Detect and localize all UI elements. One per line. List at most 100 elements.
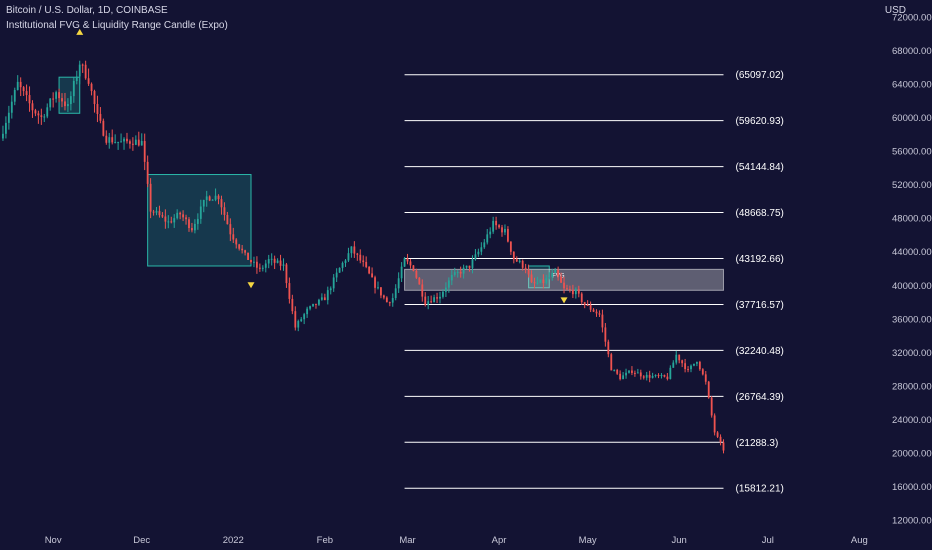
candle-body xyxy=(43,116,46,118)
candle-body xyxy=(52,98,55,100)
candle-body xyxy=(610,354,613,371)
candle-body xyxy=(4,122,7,134)
candle-body xyxy=(447,280,450,288)
candle-body xyxy=(123,138,125,142)
candle-body xyxy=(471,259,474,268)
candle-body xyxy=(687,369,689,371)
candle-body xyxy=(492,220,495,232)
candle-body xyxy=(477,251,480,255)
candle-body xyxy=(713,415,716,433)
range-level-label: (15812.21) xyxy=(735,484,783,495)
candle-body xyxy=(173,218,176,223)
candle-body xyxy=(69,96,72,105)
y-tick-label: 60000.00 xyxy=(892,113,932,124)
range-level-label: (48668.75) xyxy=(735,208,783,219)
candle-body xyxy=(521,260,524,268)
candle-body xyxy=(46,107,49,117)
candle-body xyxy=(137,139,140,146)
y-tick-label: 16000.00 xyxy=(892,482,932,493)
candle-body xyxy=(13,89,16,102)
candle-body xyxy=(415,270,418,278)
candle-body xyxy=(648,374,651,378)
candle-body xyxy=(554,269,557,274)
candle-body xyxy=(675,354,678,363)
candle-body xyxy=(533,282,536,284)
candle-body xyxy=(660,375,663,377)
candle-body xyxy=(430,301,433,303)
x-tick-label: Nov xyxy=(45,535,62,546)
candle-body xyxy=(28,95,31,104)
candle-body xyxy=(270,258,273,260)
candle-body xyxy=(527,269,530,275)
candle-body xyxy=(480,247,483,252)
candle-body xyxy=(368,266,371,274)
candle-body xyxy=(179,212,182,215)
candle-body xyxy=(424,296,427,305)
candle-body xyxy=(312,303,314,307)
y-tick-label: 72000.00 xyxy=(892,12,932,23)
candle-body xyxy=(332,277,335,289)
candle-body xyxy=(515,259,518,262)
candle-body xyxy=(37,113,40,116)
candle-body xyxy=(391,298,394,303)
candle-body xyxy=(684,363,687,370)
y-tick-label: 68000.00 xyxy=(892,46,932,57)
candle-body xyxy=(382,295,385,298)
currency-label: USD xyxy=(884,5,906,16)
candle-body xyxy=(288,283,291,299)
signal-down-triangle-icon xyxy=(247,282,255,289)
candle-body xyxy=(111,137,114,143)
candle-body xyxy=(654,375,657,377)
candle-body xyxy=(149,183,152,212)
candle-body xyxy=(335,272,338,278)
candle-body xyxy=(117,141,120,143)
candle-body xyxy=(214,195,217,200)
candle-body xyxy=(67,104,69,107)
candle-body xyxy=(255,261,258,268)
candle-body xyxy=(344,260,347,263)
candle-body xyxy=(129,141,131,144)
candle-body xyxy=(704,374,707,382)
candle-body xyxy=(134,139,137,145)
candle-body xyxy=(58,92,60,99)
candle-body xyxy=(636,372,639,374)
candle-body xyxy=(25,91,28,96)
range-level-label: (43192.66) xyxy=(735,254,783,265)
candle-body xyxy=(318,299,320,305)
candle-body xyxy=(619,373,622,380)
range-level-label: (32240.48) xyxy=(735,346,783,357)
y-tick-label: 52000.00 xyxy=(892,180,932,191)
candle-body xyxy=(601,314,604,328)
range-level-label: (26764.39) xyxy=(735,392,783,403)
candle-body xyxy=(710,397,713,416)
candle-body xyxy=(72,80,75,97)
candle-body xyxy=(120,141,122,143)
candle-body xyxy=(253,261,255,263)
candle-body xyxy=(622,375,625,380)
candle-body xyxy=(595,311,598,314)
candle-body xyxy=(518,260,521,262)
candle-body xyxy=(96,104,99,114)
y-tick-label: 12000.00 xyxy=(892,516,932,527)
candle-body xyxy=(22,87,25,92)
candle-body xyxy=(409,261,412,266)
chart-title: Bitcoin / U.S. Dollar, 1D, COINBASE xyxy=(6,5,168,16)
candle-body xyxy=(182,214,185,218)
candle-body xyxy=(34,110,37,114)
candle-body xyxy=(164,216,167,222)
candle-body xyxy=(536,282,539,284)
candle-body xyxy=(598,313,601,315)
candle-body xyxy=(99,113,102,121)
candle-body xyxy=(625,372,627,376)
y-tick-label: 24000.00 xyxy=(892,415,932,426)
candle-body xyxy=(690,365,692,370)
candle-body xyxy=(666,376,669,379)
candle-body xyxy=(90,83,93,92)
candle-body xyxy=(657,375,660,377)
candle-body xyxy=(202,199,205,207)
candle-body xyxy=(196,218,199,224)
candle-body xyxy=(323,297,326,301)
candle-body xyxy=(238,244,241,249)
